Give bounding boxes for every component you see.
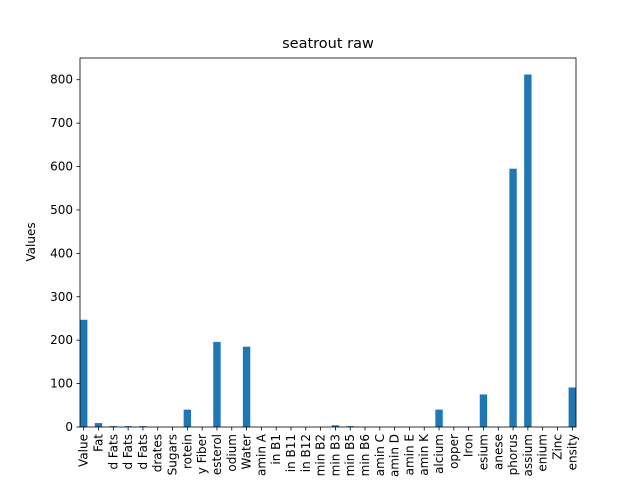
x-tick-label: amin E <box>402 434 416 475</box>
x-tick-label: min B2 <box>314 434 328 476</box>
bar-3 <box>124 426 132 427</box>
bar-9 <box>213 341 221 427</box>
x-tick-label: amin K <box>417 433 431 476</box>
x-tick-label: Water <box>240 434 254 470</box>
x-tick-label: drates <box>151 434 165 472</box>
x-tick-label: min B6 <box>358 434 372 476</box>
bar-11 <box>242 346 251 427</box>
y-axis-label: Values <box>24 222 38 261</box>
x-tick-label: phorus <box>506 434 520 475</box>
y-tick-label: 200 <box>50 333 73 347</box>
y-tick-label: 0 <box>65 420 73 434</box>
bar-29 <box>509 168 517 427</box>
x-tick-label: Value <box>77 434 91 467</box>
y-tick-label: 700 <box>50 116 73 130</box>
x-tick-label: min B3 <box>328 434 342 476</box>
bar-1 <box>94 423 103 427</box>
x-tick-label: in B1 <box>269 434 283 465</box>
bars-group <box>80 74 576 428</box>
y-tick-label: 300 <box>50 290 73 304</box>
y-axis-ticks: 0 100 200 300 400 500 600 700 800 <box>50 73 80 434</box>
x-tick-label: d Fats <box>106 434 120 470</box>
x-tick-label: enium <box>536 434 550 472</box>
x-tick-label: esium <box>476 434 490 470</box>
x-tick-label: amin D <box>388 434 402 477</box>
bar-0 <box>80 319 88 427</box>
y-tick-label: 100 <box>50 377 73 391</box>
bar-18 <box>346 426 354 427</box>
x-tick-label: min B5 <box>343 434 357 476</box>
bar-2 <box>109 426 118 427</box>
x-axis-ticks: Value Fat d Fats d Fats d Fats drates Sugars ro… <box>77 427 579 477</box>
bar-30 <box>524 74 532 428</box>
x-tick-label: y Fiber <box>195 434 209 474</box>
bar-7 <box>183 409 192 427</box>
bar-33 <box>568 387 576 427</box>
bar-27 <box>479 394 488 427</box>
x-tick-label: d Fats <box>136 434 150 470</box>
x-tick-label: in B11 <box>284 434 298 472</box>
x-tick-label: odium <box>225 434 239 472</box>
y-tick-label: 800 <box>50 73 73 87</box>
chart-title: seatrout raw <box>282 36 374 52</box>
x-tick-label: Fat <box>92 434 106 452</box>
x-tick-label: Iron <box>462 434 476 457</box>
x-tick-label: Sugars <box>166 434 180 475</box>
plot-frame <box>79 57 577 428</box>
x-tick-label: ensity <box>565 434 579 470</box>
x-tick-label: opper <box>447 434 461 469</box>
x-tick-label: in B12 <box>299 434 313 472</box>
y-tick-label: 600 <box>50 160 73 174</box>
x-tick-label: amin C <box>373 434 387 476</box>
x-tick-label: esterol <box>210 434 224 475</box>
x-tick-label: rotein <box>180 434 194 469</box>
y-tick-label: 500 <box>50 203 73 217</box>
bar-4 <box>139 426 147 427</box>
bar-17 <box>331 425 340 427</box>
x-tick-label: Zinc <box>550 434 564 460</box>
x-tick-label: d Fats <box>121 434 135 470</box>
bar-24 <box>435 409 443 427</box>
x-tick-label: anese <box>491 434 505 470</box>
y-tick-label: 400 <box>50 246 73 260</box>
x-tick-label: assium <box>521 434 535 477</box>
x-tick-label: amin A <box>254 433 268 476</box>
x-tick-label: alcium <box>432 434 446 474</box>
